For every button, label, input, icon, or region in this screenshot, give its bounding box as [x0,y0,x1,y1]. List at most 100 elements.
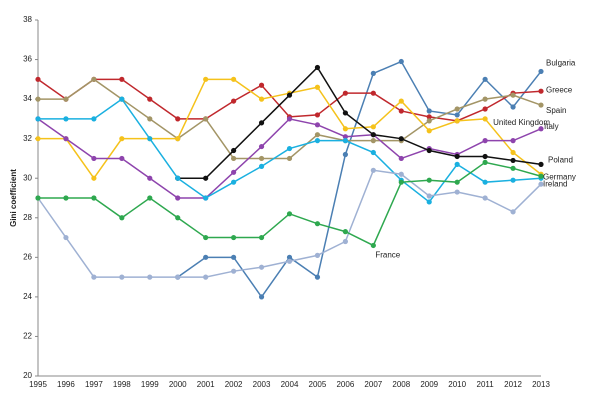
point [426,193,432,199]
point [63,136,69,142]
point [147,116,153,122]
point [203,274,209,280]
series-label: Spain [546,106,566,115]
point [286,211,293,217]
point [119,274,125,280]
point [119,155,125,162]
point [538,102,544,108]
point [454,189,460,195]
x-tick-label: 2006 [336,380,354,389]
x-tick-label: 2004 [281,380,299,389]
point [454,112,460,118]
point [370,242,376,249]
x-tick-label: 2008 [392,380,410,389]
point [119,76,125,82]
x-tick-label: 2010 [448,380,466,389]
point [538,181,544,187]
series-line [38,161,542,247]
x-tick-label: 2003 [253,380,271,389]
point [314,112,321,118]
point [342,238,348,245]
point [510,149,516,156]
y-tick-label: 22 [23,332,32,341]
point [91,116,97,122]
point [510,157,516,164]
point [454,153,460,160]
point [258,96,265,102]
point [482,153,488,160]
point [286,254,293,260]
point [342,90,348,96]
series-label: United Kingdom [493,118,550,127]
point [454,118,460,124]
y-tick-label: 34 [23,94,32,103]
x-tick-label: 2000 [169,380,187,389]
point [538,88,544,94]
series-line [177,60,542,299]
point [91,195,97,201]
point [342,110,348,116]
point [314,84,321,90]
y-tick-label: 24 [23,292,32,301]
point [91,274,97,280]
point [482,179,488,185]
x-tick-label: 2012 [504,380,522,389]
point [510,138,516,144]
point [147,136,153,142]
point [231,155,237,162]
point [454,179,460,185]
point [63,116,69,122]
point [203,195,209,201]
point [314,132,321,138]
point [258,120,265,126]
point [510,177,516,183]
point [314,122,321,128]
point [482,195,488,201]
point [147,175,153,181]
point [231,169,237,175]
point [175,136,181,142]
series-label: Poland [548,155,573,164]
point [203,234,209,241]
point [258,82,265,88]
x-tick-label: 2007 [364,380,382,389]
point [175,116,181,122]
point [203,254,209,260]
point [342,229,348,235]
point [91,76,97,82]
point [203,175,209,181]
point [119,96,125,102]
point [370,132,376,138]
point [231,234,237,241]
series-line [177,66,542,179]
point [286,116,293,122]
point [370,138,376,144]
series-label: Germany [543,172,576,181]
point [147,274,153,280]
point [342,138,348,144]
point [538,173,544,179]
point [258,264,265,270]
point [482,116,488,122]
y-tick-label: 38 [23,15,32,24]
point [342,134,348,140]
point [63,195,69,201]
point [231,147,237,154]
point [35,96,41,102]
y-tick-label: 20 [23,371,32,380]
x-tick-label: 2013 [532,380,550,389]
point [426,177,432,183]
x-tick-label: 2002 [225,380,243,389]
point [398,155,404,162]
point [258,234,265,241]
point [63,96,69,102]
point [231,179,237,185]
point [538,161,544,167]
x-tick-label: 2001 [197,380,215,389]
x-tick-label: 1997 [85,380,103,389]
y-tick-label: 32 [23,134,32,143]
point [231,98,237,104]
point [398,108,404,114]
point [398,98,404,104]
point [231,76,237,82]
